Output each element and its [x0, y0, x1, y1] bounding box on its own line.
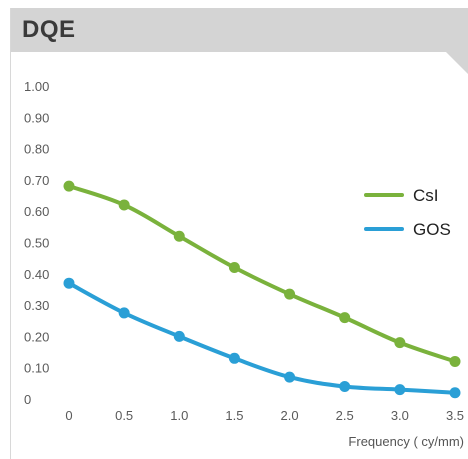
- y-tick-label: 0.20: [24, 329, 49, 344]
- x-tick-label: 3.0: [391, 408, 409, 423]
- y-tick-label: 0: [24, 392, 31, 407]
- gos-data-point: [339, 380, 351, 392]
- gos-data-point: [394, 384, 406, 396]
- y-tick-label: 1.00: [24, 79, 49, 94]
- legend: CsI GOS: [364, 186, 451, 239]
- x-tick-label: 1.0: [170, 408, 188, 423]
- gos-data-point: [228, 352, 240, 364]
- x-tick-label: 0.5: [115, 408, 133, 423]
- x-tick-label: 3.5: [446, 408, 464, 423]
- csi-data-point: [63, 180, 75, 192]
- y-tick-label: 0.50: [24, 236, 49, 251]
- csi-data-point: [339, 312, 351, 324]
- panel-title: DQE: [22, 16, 76, 43]
- y-tick-label: 0.90: [24, 110, 49, 125]
- gos-data-point: [173, 330, 185, 342]
- y-tick-label: 0.70: [24, 173, 49, 188]
- gos-data-point: [63, 277, 75, 289]
- csi-data-point: [394, 337, 406, 349]
- y-tick-label: 0.10: [24, 361, 49, 376]
- csi-data-point: [118, 199, 130, 211]
- panel-header: DQE: [11, 8, 468, 52]
- x-axis-title: Frequency ( cy/mm): [348, 434, 464, 449]
- series-points: [63, 180, 461, 399]
- csi-data-point: [173, 230, 185, 242]
- x-tick-label: 0: [65, 408, 72, 423]
- csi-data-point: [284, 288, 296, 300]
- gos-data-point: [449, 387, 461, 399]
- x-tick-label: 2.0: [281, 408, 299, 423]
- dqe-panel: DQE: [10, 8, 468, 459]
- header-notch: [446, 52, 468, 74]
- y-tick-label: 0.60: [24, 204, 49, 219]
- series-lines: [67, 184, 457, 395]
- csi-data-point: [449, 355, 461, 367]
- y-tick-label: 0.80: [24, 142, 49, 157]
- csi-series-line: [67, 184, 457, 364]
- y-tick-label: 0.40: [24, 267, 49, 282]
- x-axis-ticks: 0 0.5 1.0 1.5 2.0 2.5 3.0 3.5: [65, 408, 464, 423]
- y-axis-ticks: 0 0.10 0.20 0.30 0.40 0.50 0.60 0.70 0.80 0.90 1.0…: [24, 79, 49, 407]
- legend-label-csi: CsI: [413, 186, 439, 205]
- legend-label-gos: GOS: [413, 220, 451, 239]
- gos-data-point: [284, 371, 296, 383]
- csi-data-point: [228, 262, 240, 274]
- gos-data-point: [118, 307, 130, 319]
- x-tick-label: 2.5: [336, 408, 354, 423]
- x-tick-label: 1.5: [225, 408, 243, 423]
- y-tick-label: 0.30: [24, 298, 49, 313]
